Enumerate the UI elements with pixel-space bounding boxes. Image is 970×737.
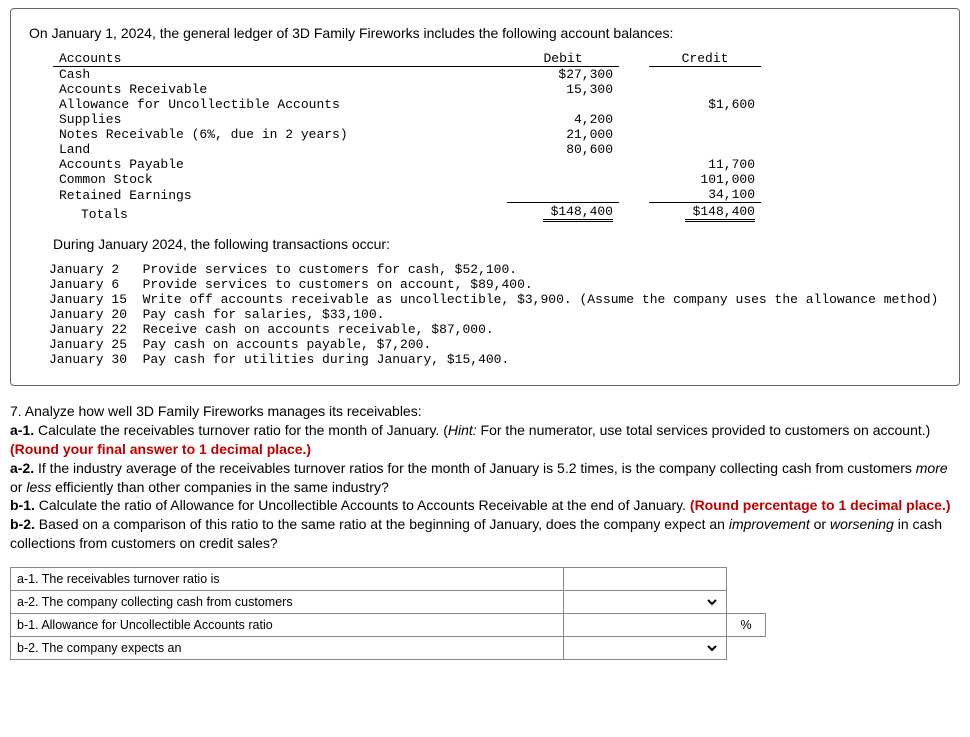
transaction-line: January 25 Pay cash on accounts payable,… xyxy=(49,337,941,352)
transaction-line: January 6 Provide services to customers … xyxy=(49,277,941,292)
ledger-credit: 101,000 xyxy=(649,172,761,187)
header-credit: Credit xyxy=(649,51,761,67)
ledger-row: Cash$27,300 xyxy=(53,67,761,83)
ledger-debit xyxy=(507,157,619,172)
ledger-row: Land80,600 xyxy=(53,142,761,157)
ledger-debit: $27,300 xyxy=(507,67,619,83)
ledger-account: Cash xyxy=(53,67,507,83)
a1-tag: a-1. xyxy=(10,422,34,438)
ledger-account: Retained Earnings xyxy=(53,187,507,203)
ans-b2-select[interactable] xyxy=(570,640,720,656)
transaction-line: January 15 Write off accounts receivable… xyxy=(49,292,941,307)
a1-round: (Round your final answer to 1 decimal pl… xyxy=(10,441,311,457)
during-text: During January 2024, the following trans… xyxy=(53,236,941,252)
ledger-credit: 11,700 xyxy=(649,157,761,172)
ledger-debit xyxy=(507,172,619,187)
totals-credit: $148,400 xyxy=(685,204,755,222)
ledger-credit: $1,600 xyxy=(649,97,761,112)
ledger-row: Common Stock 101,000 xyxy=(53,172,761,187)
ledger-account: Common Stock xyxy=(53,172,507,187)
ledger-account: Supplies xyxy=(53,112,507,127)
q-b2: b-2. Based on a comparison of this ratio… xyxy=(10,515,960,553)
ledger-account: Notes Receivable (6%, due in 2 years) xyxy=(53,127,507,142)
ans-a1-cell[interactable] xyxy=(564,568,727,591)
ledger-credit xyxy=(649,142,761,157)
totals-debit: $148,400 xyxy=(543,204,613,222)
ans-a2-select[interactable] xyxy=(570,594,720,610)
a2-tag: a-2. xyxy=(10,460,34,476)
transaction-line: January 30 Pay cash for utilities during… xyxy=(49,352,941,367)
ledger-credit xyxy=(649,127,761,142)
ledger-account: Accounts Receivable xyxy=(53,82,507,97)
hint-label: Hint: xyxy=(448,422,477,438)
ledger-block: Accounts Debit Credit Cash$27,300Account… xyxy=(53,51,941,222)
ledger-credit xyxy=(649,67,761,83)
ledger-header-row: Accounts Debit Credit xyxy=(53,51,761,67)
transactions-list: January 2 Provide services to customers … xyxy=(49,262,941,367)
ledger-debit: 21,000 xyxy=(507,127,619,142)
q-a2: a-2. If the industry average of the rece… xyxy=(10,459,960,497)
ledger-row: Accounts Payable 11,700 xyxy=(53,157,761,172)
transaction-line: January 20 Pay cash for salaries, $33,10… xyxy=(49,307,941,322)
ledger-account: Accounts Payable xyxy=(53,157,507,172)
ans-a1-label: a-1. The receivables turnover ratio is xyxy=(11,568,564,591)
questions-block: 7. Analyze how well 3D Family Fireworks … xyxy=(10,402,960,553)
ledger-account: Allowance for Uncollectible Accounts xyxy=(53,97,507,112)
b1-round: (Round percentage to 1 decimal place.) xyxy=(690,497,951,513)
q7: 7. Analyze how well 3D Family Fireworks … xyxy=(10,402,960,421)
ledger-credit xyxy=(649,82,761,97)
ledger-row: Allowance for Uncollectible Accounts $1,6… xyxy=(53,97,761,112)
transaction-line: January 2 Provide services to customers … xyxy=(49,262,941,277)
ans-b1-cell[interactable] xyxy=(564,614,727,637)
ledger-account: Land xyxy=(53,142,507,157)
header-accounts: Accounts xyxy=(53,51,507,67)
ledger-debit xyxy=(507,187,619,203)
answer-table: a-1. The receivables turnover ratio is a… xyxy=(10,567,766,660)
q-b1: b-1. Calculate the ratio of Allowance fo… xyxy=(10,496,960,515)
answer-row-a2: a-2. The company collecting cash from cu… xyxy=(11,591,766,614)
ledger-credit: 34,100 xyxy=(649,187,761,203)
answer-row-a1: a-1. The receivables turnover ratio is xyxy=(11,568,766,591)
ledger-row: Accounts Receivable15,300 xyxy=(53,82,761,97)
ledger-debit: 80,600 xyxy=(507,142,619,157)
intro-text: On January 1, 2024, the general ledger o… xyxy=(29,25,941,41)
ans-a1-input[interactable] xyxy=(570,571,724,587)
answer-row-b2: b-2. The company expects an xyxy=(11,637,766,660)
ledger-debit xyxy=(507,97,619,112)
ledger-totals-row: Totals $148,400 $148,400 xyxy=(53,203,761,223)
ans-a2-label: a-2. The company collecting cash from cu… xyxy=(11,591,564,614)
totals-label: Totals xyxy=(53,203,507,223)
ledger-row: Supplies4,200 xyxy=(53,112,761,127)
problem-panel: On January 1, 2024, the general ledger o… xyxy=(10,8,960,386)
ans-b2-label: b-2. The company expects an xyxy=(11,637,564,660)
header-debit: Debit xyxy=(507,51,619,67)
ans-b1-input[interactable] xyxy=(570,617,724,633)
b1-tag: b-1. xyxy=(10,497,35,513)
ledger-credit xyxy=(649,112,761,127)
ans-b1-unit: % xyxy=(727,614,766,637)
transaction-line: January 22 Receive cash on accounts rece… xyxy=(49,322,941,337)
answer-row-b1: b-1. Allowance for Uncollectible Account… xyxy=(11,614,766,637)
ans-b1-label: b-1. Allowance for Uncollectible Account… xyxy=(11,614,564,637)
ledger-debit: 4,200 xyxy=(507,112,619,127)
ledger-row: Notes Receivable (6%, due in 2 years)21,… xyxy=(53,127,761,142)
q-a1: a-1. Calculate the receivables turnover … xyxy=(10,421,960,459)
ans-b2-cell[interactable] xyxy=(564,637,727,660)
ledger-debit: 15,300 xyxy=(507,82,619,97)
ans-a2-cell[interactable] xyxy=(564,591,727,614)
ledger-table: Accounts Debit Credit Cash$27,300Account… xyxy=(53,51,761,222)
ledger-row: Retained Earnings 34,100 xyxy=(53,187,761,203)
b2-tag: b-2. xyxy=(10,516,35,532)
